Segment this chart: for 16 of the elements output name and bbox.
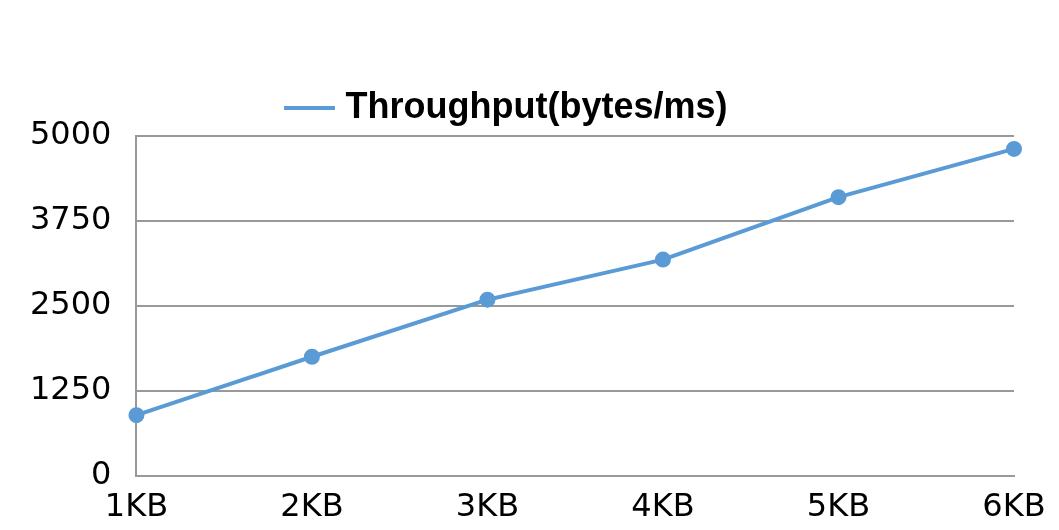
- point: [830, 189, 847, 206]
- x-tick-label: 2KB: [280, 486, 344, 525]
- point: [654, 251, 671, 268]
- point: [479, 291, 496, 308]
- legend-label: Throughput(bytes/ms): [345, 84, 728, 126]
- x-tick-label: 4KB: [631, 486, 695, 525]
- x-tick-label: 5KB: [806, 486, 871, 525]
- x-tick-label: 6KB: [982, 486, 1046, 525]
- point: [303, 348, 320, 365]
- x-tick-label: 3KB: [455, 486, 520, 525]
- y-tick-label: 1250: [30, 369, 112, 408]
- point: [1006, 140, 1022, 157]
- y-tick-label: 3750: [30, 199, 112, 238]
- point: [128, 407, 145, 424]
- y-tick-label: 5000: [30, 114, 112, 153]
- y-tick-label: 2500: [30, 284, 112, 323]
